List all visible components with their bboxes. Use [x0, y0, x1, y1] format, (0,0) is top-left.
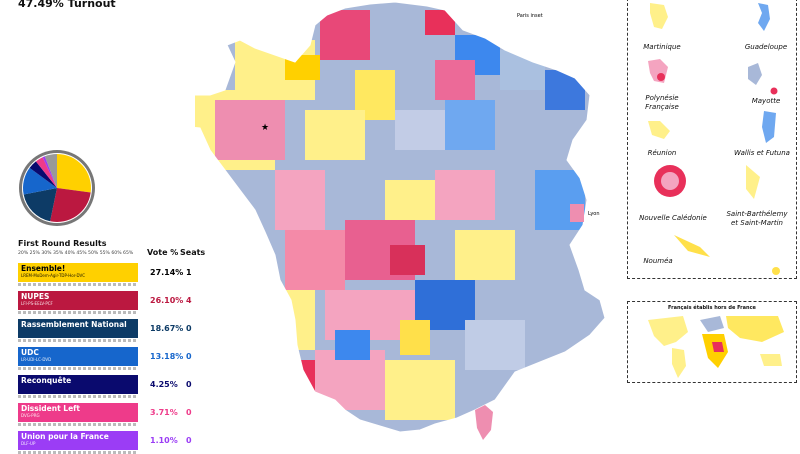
- results-title: First Round Results: [18, 239, 107, 248]
- party-name: Ensemble!: [21, 264, 66, 273]
- europe-shape: [700, 316, 724, 332]
- party-seats: 0: [186, 408, 192, 417]
- lyon-inset: [570, 204, 584, 222]
- party-name: Reconquête: [21, 376, 72, 385]
- seat-share-pie: [19, 150, 95, 226]
- party-name: UDC: [21, 348, 39, 357]
- party-coalition: LFI-PS-EELV-PCF: [21, 301, 53, 306]
- martinique-label: Martinique: [643, 43, 681, 51]
- overseas-shapes: [648, 3, 780, 275]
- martinique-shape: [650, 3, 668, 29]
- pie-slice: [23, 188, 57, 222]
- party-seats: 0: [186, 380, 192, 389]
- stbarth-label: Saint-Barthélemy et Saint-Martin: [726, 210, 788, 227]
- party-scale-stripe: [18, 311, 138, 314]
- pie-slice: [50, 188, 91, 222]
- stmartin-dot: [772, 267, 780, 275]
- party-seats: 4: [186, 296, 192, 305]
- mayotte-label: Mayotte: [751, 97, 781, 105]
- corsica: [475, 405, 493, 440]
- party-coalition: DLF-UP: [21, 441, 36, 446]
- caledonie-label: Nouvelle Calédonie: [639, 214, 707, 222]
- french-abroad-box: Français établis hors de France: [627, 301, 797, 383]
- mayotte-dot: [770, 87, 778, 95]
- guadeloupe-shape: [758, 3, 770, 31]
- party-vote-share: 18.67%: [150, 324, 184, 333]
- guadeloupe-label: Guadeloupe: [744, 43, 788, 51]
- party-scale-stripe: [18, 283, 138, 286]
- reunion-label: Réunion: [647, 149, 677, 157]
- party-scale-stripe: [18, 339, 138, 342]
- reunion-shape: [648, 121, 670, 139]
- africa-highlight: [712, 342, 724, 352]
- world-map: [648, 316, 784, 378]
- mayotte-shape: [748, 63, 762, 85]
- party-coalition: DVG-PRG: [21, 413, 40, 418]
- party-name: Union pour la France: [21, 432, 109, 441]
- scale-ticks: 20% 25% 30% 35% 40% 45% 50% 55% 60% 65%: [18, 251, 134, 256]
- party-vote-share: 3.71%: [150, 408, 178, 417]
- wallis-shape: [762, 111, 776, 143]
- party-scale-stripe: [18, 423, 138, 426]
- france-outline: [195, 1, 606, 433]
- party-name: NUPES: [21, 292, 50, 301]
- vote-percent-header: Vote %: [147, 248, 179, 257]
- party-coalition: LR-UDI-LC-DVD: [21, 357, 52, 362]
- constituency-regions: [195, 2, 605, 432]
- party-vote-share: 26.10%: [150, 296, 184, 305]
- polynesie-label: Polynésie Française: [645, 94, 679, 111]
- pie-slice: [42, 156, 57, 188]
- party-name: Rassemblement National: [21, 320, 127, 329]
- pie-slice: [23, 167, 57, 195]
- france-map[interactable]: ★ Lyon Paris inset: [195, 0, 625, 449]
- stbarth-shape: [746, 165, 760, 199]
- party-box: Dissident Left DVG-PRG: [18, 403, 138, 422]
- pie-slice: [57, 154, 91, 193]
- party-box: UDC LR-UDI-LC-DVD: [18, 347, 138, 366]
- party-name: Dissident Left: [21, 404, 81, 413]
- party-vote-share: 4.25%: [150, 380, 178, 389]
- seats-header: Seats: [180, 248, 206, 257]
- wallis-label: Wallis et Futuna: [734, 149, 790, 157]
- party-scale-stripe: [18, 367, 138, 370]
- noumea-label: Nouméa: [643, 257, 673, 265]
- party-box: Ensemble! LREM-MoDem-Agir-TDP-Hor-DVC: [18, 263, 138, 282]
- party-vote-share: 27.14%: [150, 268, 184, 277]
- party-vote-share: 13.18%: [150, 352, 184, 361]
- party-box: Union pour la France DLF-UP: [18, 431, 138, 450]
- party-vote-share: 1.10%: [150, 436, 178, 445]
- asia-shape: [726, 316, 784, 342]
- caledonie-inner: [661, 172, 679, 190]
- party-seats: 0: [186, 324, 192, 333]
- south-america-shape: [672, 348, 686, 378]
- party-seats: 1: [186, 268, 192, 277]
- pie-slice: [35, 157, 57, 188]
- party-seats: 0: [186, 352, 192, 361]
- party-box: NUPES LFI-PS-EELV-PCF: [18, 291, 138, 310]
- overseas-territories-box: Martinique Guadeloupe Polynésie Français…: [627, 0, 797, 279]
- lyon-label: Lyon: [588, 211, 600, 217]
- north-america-shape: [648, 316, 688, 346]
- pie-slice: [29, 161, 57, 188]
- party-box: Reconquête: [18, 375, 138, 394]
- star-marker: ★: [261, 123, 269, 133]
- noumea-shape: [674, 235, 710, 257]
- pie-slice: [44, 154, 57, 188]
- turnout-heading: 47.49% Turnout: [18, 0, 116, 10]
- party-box: Rassemblement National: [18, 319, 138, 338]
- australia-shape: [760, 354, 782, 366]
- party-scale-stripe: [18, 395, 138, 398]
- abroad-title: Français établis hors de France: [668, 305, 756, 311]
- party-seats: 0: [186, 436, 192, 445]
- party-coalition: LREM-MoDem-Agir-TDP-Hor-DVC: [21, 273, 86, 278]
- paris-inset-label: Paris inset: [517, 13, 543, 19]
- polynesie-dot: [657, 73, 665, 81]
